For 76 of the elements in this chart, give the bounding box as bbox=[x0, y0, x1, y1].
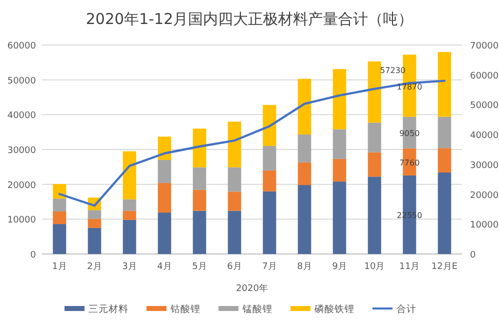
legend-label: 合计 bbox=[396, 303, 416, 315]
bar bbox=[262, 170, 276, 192]
y2-tick-label: 30000 bbox=[470, 160, 499, 171]
bar bbox=[192, 210, 206, 254]
bar bbox=[192, 167, 206, 190]
bar bbox=[438, 116, 452, 148]
bar bbox=[88, 210, 102, 219]
bar bbox=[368, 61, 382, 123]
legend-label: 钴酸锂 bbox=[170, 303, 200, 315]
y-tick-label: 20000 bbox=[7, 180, 36, 191]
x-tick-label: 11月 bbox=[399, 262, 420, 272]
bar bbox=[122, 199, 136, 211]
bar bbox=[228, 122, 242, 168]
bar bbox=[122, 151, 136, 200]
bar bbox=[88, 218, 102, 228]
bar bbox=[52, 198, 66, 212]
x-tick-label: 5月 bbox=[192, 262, 207, 272]
bar bbox=[228, 167, 242, 192]
x-tick-label: 2月 bbox=[87, 262, 102, 272]
bar bbox=[122, 220, 136, 254]
bar bbox=[332, 69, 346, 130]
legend-label: 磷酸铁锂 bbox=[314, 303, 354, 315]
bar bbox=[88, 228, 102, 254]
bar bbox=[228, 192, 242, 211]
y2-tick-label: 50000 bbox=[470, 101, 499, 112]
bar bbox=[158, 212, 172, 254]
x-tick-label: 9月 bbox=[332, 262, 347, 272]
line-series bbox=[58, 80, 446, 207]
bar bbox=[332, 158, 346, 182]
x-tick-label: 8月 bbox=[297, 262, 312, 272]
bar bbox=[52, 224, 66, 254]
bar bbox=[438, 52, 452, 117]
bar bbox=[52, 212, 66, 224]
y2-tick-label: 40000 bbox=[470, 131, 499, 142]
bar bbox=[368, 152, 382, 177]
y-tick-label: 40000 bbox=[7, 111, 36, 122]
bar bbox=[368, 122, 382, 152]
bar bbox=[368, 176, 382, 254]
y-tick-label: 60000 bbox=[7, 42, 36, 52]
bar bbox=[192, 128, 206, 168]
x-tick-label: 10月 bbox=[364, 262, 385, 272]
chart-title: 2020年1-12月国内四大正极材料产量合计（吨） bbox=[86, 10, 414, 28]
y-tick-label: 50000 bbox=[7, 76, 36, 86]
bar bbox=[438, 172, 452, 254]
bar bbox=[332, 182, 346, 254]
bar bbox=[298, 78, 312, 135]
y2-tick-label: 10000 bbox=[470, 220, 499, 231]
x-tick-label: 4月 bbox=[157, 262, 172, 272]
bar bbox=[262, 146, 276, 170]
bar bbox=[158, 182, 172, 213]
x-axis-title: 2020年 bbox=[236, 283, 268, 294]
bar bbox=[332, 129, 346, 159]
bar bbox=[192, 190, 206, 211]
y2-tick-label: 60000 bbox=[470, 71, 499, 82]
y2-tick-label: 0 bbox=[470, 250, 476, 260]
bar bbox=[262, 104, 276, 146]
x-tick-label: 1月 bbox=[52, 262, 67, 272]
bar bbox=[298, 134, 312, 162]
bar bbox=[298, 185, 312, 254]
bar bbox=[262, 191, 276, 254]
x-tick-label: 6月 bbox=[227, 262, 242, 272]
bar bbox=[122, 210, 136, 220]
y-tick-label: 10000 bbox=[7, 216, 36, 226]
x-tick-label: 12月E bbox=[431, 262, 458, 272]
bar bbox=[158, 160, 172, 183]
y2-tick-label: 70000 bbox=[470, 42, 499, 52]
x-tick-label: 3月 bbox=[122, 262, 137, 272]
y-tick-label: 30000 bbox=[7, 146, 36, 156]
legend-label: 锰酸锂 bbox=[242, 303, 272, 315]
y-tick-label: 0 bbox=[30, 250, 36, 260]
legend-label: 三元材料 bbox=[88, 303, 128, 315]
bar bbox=[438, 148, 452, 172]
x-tick-label: 7月 bbox=[262, 262, 277, 272]
bar bbox=[228, 210, 242, 254]
bar bbox=[298, 162, 312, 186]
y2-tick-label: 20000 bbox=[470, 190, 499, 201]
